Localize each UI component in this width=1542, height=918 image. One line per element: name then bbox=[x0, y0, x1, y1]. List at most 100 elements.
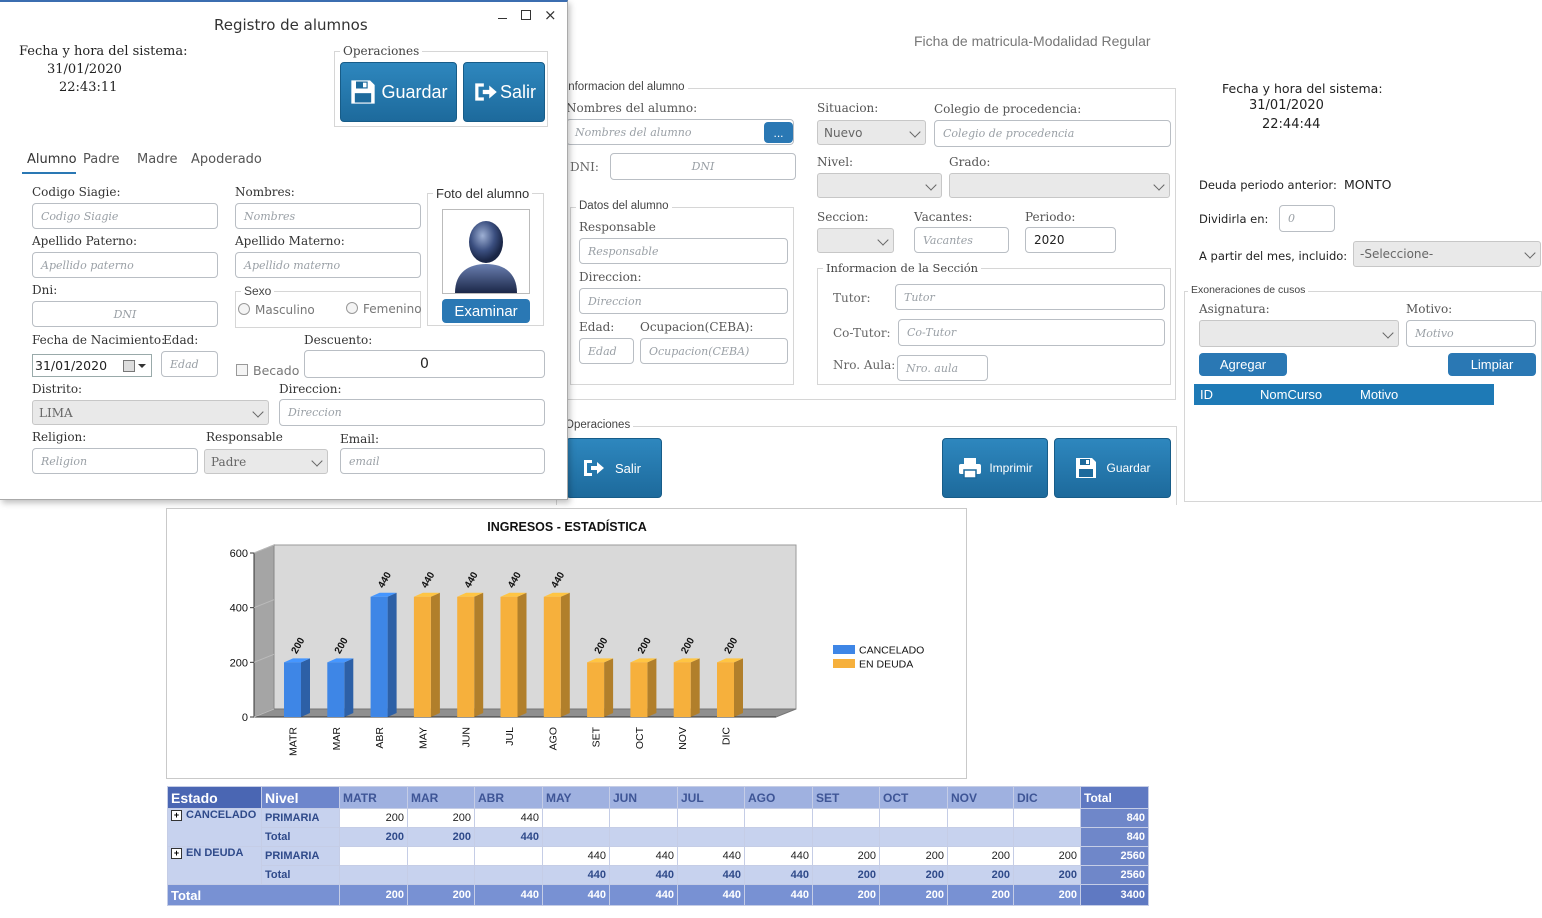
partir-select[interactable]: -Seleccione- bbox=[1353, 241, 1541, 267]
tab-madre[interactable]: Madre bbox=[137, 152, 178, 167]
pivot-nivel-cell: Total bbox=[261, 865, 340, 885]
edad-input[interactable]: Edad bbox=[579, 338, 634, 364]
pivot-header-oct[interactable]: OCT bbox=[879, 786, 948, 809]
periodo-input[interactable]: 2020 bbox=[1025, 227, 1116, 253]
nivel-select[interactable] bbox=[817, 173, 942, 198]
pivot-estado-cell[interactable]: + CANCELADO bbox=[167, 808, 262, 847]
buscar-alumno-button[interactable]: ... bbox=[764, 122, 793, 143]
close-icon[interactable]: × bbox=[544, 6, 557, 24]
chevron-down-icon[interactable] bbox=[138, 364, 146, 368]
pivot-header-set[interactable]: SET bbox=[812, 786, 880, 809]
pivot-header-mar[interactable]: MAR bbox=[407, 786, 475, 809]
pivot-header-jul[interactable]: JUL bbox=[677, 786, 745, 809]
calendar-icon[interactable] bbox=[123, 360, 135, 372]
info-seccion-group bbox=[817, 268, 1171, 385]
dividir-input[interactable]: 0 bbox=[1279, 205, 1335, 232]
grid-col-id[interactable]: ID bbox=[1200, 387, 1213, 402]
chart-title: INGRESOS - ESTADÍSTICA bbox=[487, 519, 647, 534]
tab-underline bbox=[22, 172, 76, 174]
pivot-value-cell: 200 bbox=[339, 808, 408, 828]
ocupacion-input[interactable]: Ocupacion(CEBA) bbox=[640, 338, 788, 364]
tutor-input[interactable]: Tutor bbox=[895, 284, 1165, 310]
cotutor-input[interactable]: Co-Tutor bbox=[898, 319, 1165, 346]
tab-alumno[interactable]: Alumno bbox=[27, 152, 77, 167]
imprimir-button[interactable]: Imprimir bbox=[942, 438, 1048, 498]
grado-select[interactable] bbox=[949, 173, 1170, 198]
colegio-input[interactable]: Colegio de procedencia bbox=[934, 120, 1171, 147]
bar-ago bbox=[543, 596, 561, 717]
motivo-input[interactable]: Motivo bbox=[1406, 320, 1536, 347]
direccion-input-1[interactable]: Direccion bbox=[279, 399, 545, 426]
motivo-label: Motivo: bbox=[1406, 302, 1453, 316]
maximize-button[interactable] bbox=[521, 10, 531, 20]
pivot-header-total[interactable]: Total bbox=[1080, 786, 1149, 809]
tutor-label: Tutor: bbox=[833, 291, 871, 305]
guardar-button-2[interactable]: Guardar bbox=[1054, 438, 1171, 498]
direccion-label-1: Direccion: bbox=[279, 382, 342, 396]
tab-padre[interactable]: Padre bbox=[83, 152, 120, 167]
examinar-button[interactable]: Examinar bbox=[442, 299, 530, 323]
y-gridline bbox=[253, 653, 275, 663]
grid-col-motivo[interactable]: Motivo bbox=[1360, 387, 1399, 402]
edad-input-1[interactable]: Edad bbox=[161, 351, 218, 377]
pivot-header-estado[interactable]: Estado bbox=[167, 786, 262, 809]
ap-pat-label: Apellido Paterno: bbox=[32, 234, 138, 248]
grid-col-nomcurso[interactable]: NomCurso bbox=[1260, 387, 1323, 402]
pivot-header-abr[interactable]: ABR bbox=[474, 786, 543, 809]
fnac-datepicker[interactable]: 31/01/2020 bbox=[32, 354, 152, 377]
partir-label: A partir del mes, incluido: bbox=[1199, 249, 1348, 263]
pivot-nivel-cell: PRIMARIA bbox=[261, 846, 340, 866]
chevron-down-icon bbox=[252, 405, 264, 418]
expand-icon[interactable]: + bbox=[171, 810, 182, 821]
responsable-select[interactable]: Padre bbox=[204, 449, 328, 474]
pivot-header-ago[interactable]: AGO bbox=[744, 786, 813, 809]
agregar-button[interactable]: Agregar bbox=[1199, 353, 1287, 376]
ap-mat-label: Apellido Materno: bbox=[235, 234, 345, 248]
pivot-header-may[interactable]: MAY bbox=[542, 786, 610, 809]
limpiar-button[interactable]: Limpiar bbox=[1448, 353, 1536, 376]
pivot-header-jun[interactable]: JUN bbox=[609, 786, 678, 809]
aula-input[interactable]: Nro. aula bbox=[897, 355, 988, 381]
vacantes-input[interactable]: Vacantes bbox=[914, 227, 1009, 253]
legend-entry: EN DEUDA bbox=[859, 659, 913, 671]
expand-icon[interactable]: + bbox=[171, 848, 182, 859]
descuento-input[interactable]: 0 bbox=[304, 350, 545, 378]
pivot-value-cell: 440 bbox=[744, 846, 813, 866]
exit-icon bbox=[584, 460, 604, 476]
femenino-radio[interactable] bbox=[346, 302, 358, 314]
x-tick-label: NOV bbox=[677, 727, 689, 750]
pivot-header-dic[interactable]: DIC bbox=[1013, 786, 1081, 809]
becado-checkbox[interactable] bbox=[236, 364, 248, 376]
distrito-select[interactable]: LIMA bbox=[32, 400, 269, 425]
pivot-header-nivel[interactable]: Nivel bbox=[261, 786, 340, 809]
codigo-input[interactable]: Codigo Siagie bbox=[32, 203, 218, 229]
responsable-input[interactable]: Responsable bbox=[579, 238, 788, 264]
nombres-input[interactable]: Nombres bbox=[235, 203, 421, 229]
asignatura-label: Asignatura: bbox=[1199, 302, 1270, 316]
ap-pat-input[interactable]: Apellido paterno bbox=[32, 252, 218, 278]
salir-button-1[interactable]: Salir bbox=[463, 62, 545, 122]
asignatura-select[interactable] bbox=[1199, 320, 1399, 347]
salir-button-2[interactable]: Salir bbox=[566, 438, 662, 498]
minimize-button[interactable] bbox=[498, 18, 507, 19]
masculino-radio[interactable] bbox=[238, 303, 250, 315]
seccion-select[interactable] bbox=[817, 228, 894, 253]
dni-input-1[interactable]: DNI bbox=[32, 301, 218, 327]
exo-grid-header: ID NomCurso Motivo bbox=[1194, 384, 1494, 405]
dni-input[interactable]: DNI bbox=[610, 153, 796, 180]
pivot-value-cell bbox=[407, 865, 475, 885]
situacion-select[interactable]: Nuevo bbox=[817, 120, 926, 145]
nombres-alumno-input[interactable]: Nombres del alumno bbox=[566, 119, 794, 145]
ap-mat-input[interactable]: Apellido materno bbox=[235, 252, 421, 278]
pivot-header-matr[interactable]: MATR bbox=[339, 786, 408, 809]
email-input[interactable]: email bbox=[340, 448, 545, 474]
religion-input[interactable]: Religion bbox=[32, 448, 198, 474]
guardar-button-1[interactable]: Guardar bbox=[340, 62, 457, 122]
tab-apoderado[interactable]: Apoderado bbox=[191, 152, 262, 167]
responsable-label: Responsable bbox=[579, 220, 656, 234]
bar-top bbox=[673, 658, 700, 663]
pivot-estado-cell[interactable]: + EN DEUDA bbox=[167, 846, 262, 885]
edad-label: Edad: bbox=[579, 320, 615, 334]
direccion-input[interactable]: Direccion bbox=[579, 288, 788, 314]
pivot-header-nov[interactable]: NOV bbox=[947, 786, 1014, 809]
